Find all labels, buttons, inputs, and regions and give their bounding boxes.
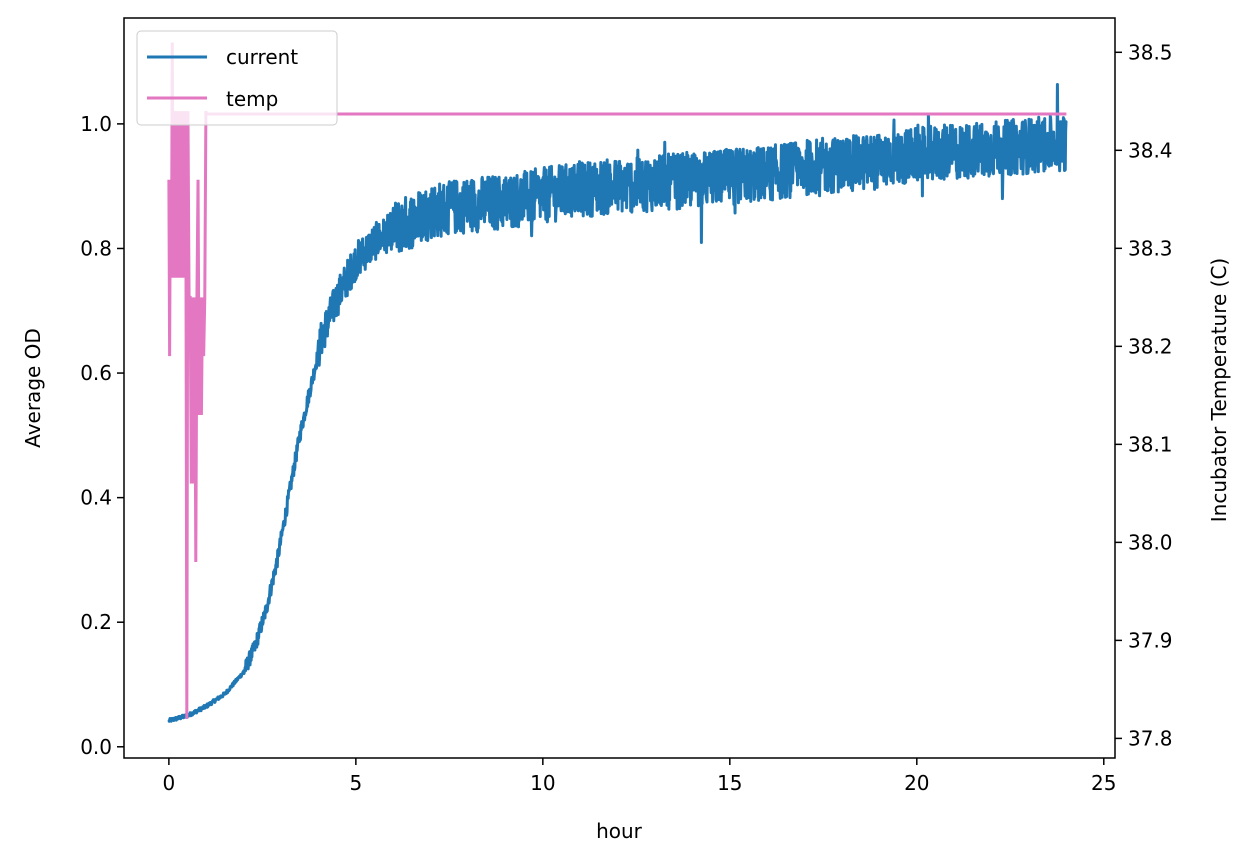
y-left-axis-ticks: 0.0 0.2 0.4 0.6 0.8 1.0 <box>80 112 124 759</box>
y-left-tick-label: 0.6 <box>80 361 112 385</box>
legend-label-temp: temp <box>226 87 278 111</box>
x-tick-label: 25 <box>1091 771 1116 795</box>
x-tick-label: 10 <box>530 771 555 795</box>
legend-label-current: current <box>226 45 298 69</box>
plot-frame <box>123 17 1116 759</box>
x-tick-label: 15 <box>717 771 742 795</box>
x-tick-label: 20 <box>904 771 929 795</box>
y-left-tick-label: 0.8 <box>80 236 112 260</box>
y-left-tick-label: 0.2 <box>80 610 112 634</box>
y-right-tick-label: 38.1 <box>1128 432 1173 456</box>
legend-box <box>136 30 338 126</box>
y-right-tick-label: 37.9 <box>1128 628 1173 652</box>
y-left-tick-label: 0.0 <box>80 735 112 759</box>
y-left-tick-label: 0.4 <box>80 486 112 510</box>
y-right-axis-ticks: 37.8 37.9 38.0 38.1 38.2 38.3 38.4 38.5 <box>1115 40 1173 750</box>
x-axis-ticks: 0 5 10 15 20 25 <box>163 758 1117 795</box>
y-right-tick-label: 37.8 <box>1128 726 1173 750</box>
series-line-current <box>167 82 1068 723</box>
y-right-tick-label: 38.3 <box>1128 236 1173 260</box>
x-axis-label: hour <box>596 819 643 843</box>
y-left-tick-label: 1.0 <box>80 112 112 136</box>
y-right-axis-label: Incubator Temperature (C) <box>1207 258 1231 522</box>
x-tick-label: 0 <box>163 771 176 795</box>
y-right-tick-label: 38.5 <box>1128 40 1173 64</box>
x-tick-label: 5 <box>349 771 362 795</box>
y-right-tick-label: 38.2 <box>1128 334 1173 358</box>
legend: current temp <box>136 30 338 126</box>
y-right-tick-label: 38.4 <box>1128 138 1173 162</box>
y-right-tick-label: 38.0 <box>1128 530 1173 554</box>
y-left-axis-label: Average OD <box>21 328 45 448</box>
